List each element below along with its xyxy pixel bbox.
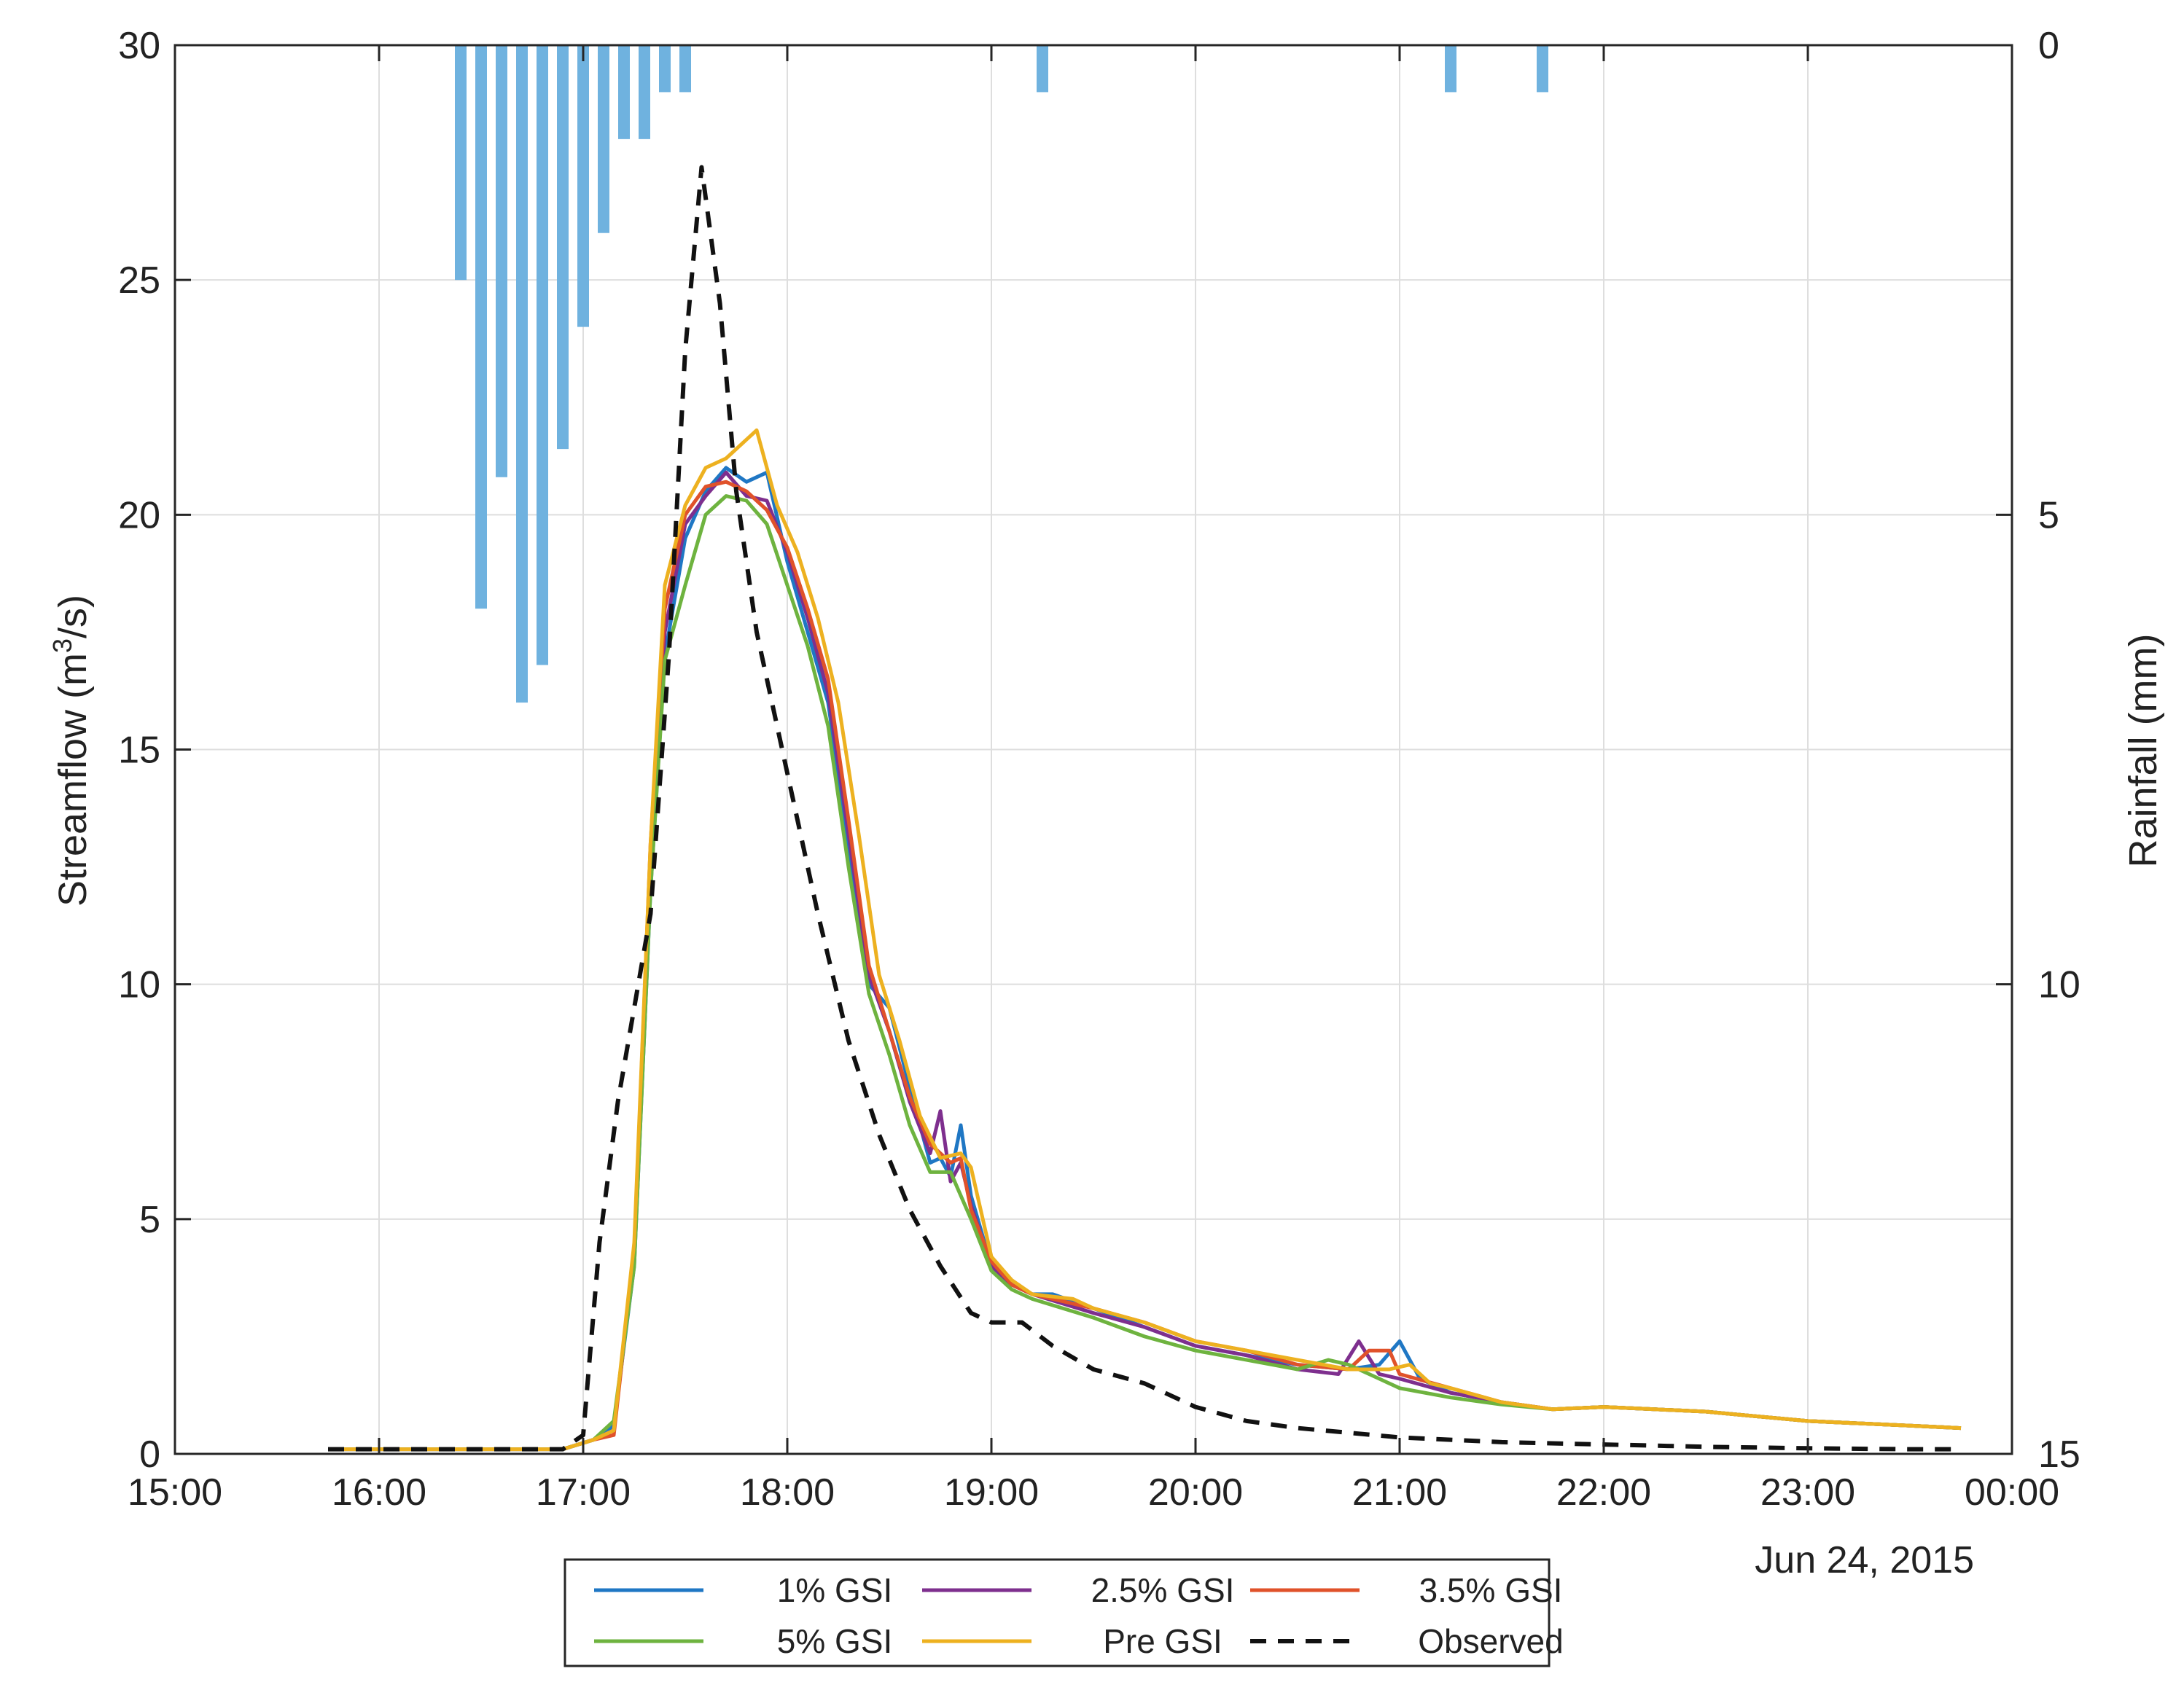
rainfall-bar (475, 45, 487, 609)
rainfall-bar (557, 45, 569, 450)
y2-tick-label: 5 (2038, 494, 2059, 536)
legend-label: Pre GSI (1103, 1622, 1222, 1660)
streamflow-lines (328, 165, 1962, 1452)
y-tick-label: 10 (118, 964, 160, 1006)
x-tick-label: 21:00 (1352, 1471, 1447, 1514)
legend-label: 1% GSI (777, 1571, 893, 1609)
y2-axis-title: Rainfall (mm) (2121, 633, 2165, 867)
x-tick-label: 16:00 (332, 1471, 426, 1514)
rainfall-bar (639, 45, 650, 139)
rainfall-bar (516, 45, 528, 703)
y-axis-title-main: Streamflow (m (51, 653, 95, 907)
y-tick-label: 5 (139, 1199, 160, 1241)
y-axis-title: Streamflow (m3/s) (47, 595, 95, 907)
tick-marks (173, 44, 2013, 1455)
rainfall-bar (598, 45, 609, 233)
x-tick-labels: 15:00 16:00 17:00 18:00 19:00 20:00 21:00 22:00… (128, 1471, 2059, 1514)
x-tick-label: 22:00 (1556, 1471, 1651, 1514)
grid (175, 45, 2012, 1454)
x-tick-label: 18:00 (740, 1471, 835, 1514)
x-tick-label: 15:00 (128, 1471, 222, 1514)
rainfall-bar (659, 45, 671, 93)
y-tick-label: 0 (139, 1433, 160, 1476)
rainfall-bar (618, 45, 630, 139)
rainfall-bar (496, 45, 507, 477)
y-tick-label: 30 (118, 25, 160, 67)
y-tick-label: 25 (118, 259, 160, 302)
x-tick-label: 00:00 (1965, 1471, 2059, 1514)
legend-label: 3.5% GSI (1419, 1571, 1563, 1609)
y-tick-label: 20 (118, 494, 160, 536)
x-tick-label: 19:00 (944, 1471, 1039, 1514)
series-line (328, 428, 1962, 1452)
rainfall-bar (1037, 45, 1048, 93)
y2-tick-label: 15 (2038, 1433, 2080, 1476)
y-axis-title-tail: /s) (51, 595, 95, 638)
rainfall-bar (577, 45, 589, 327)
rainfall-bar (455, 45, 467, 281)
x-tick-label: 17:00 (536, 1471, 631, 1514)
rainfall-bar (1445, 45, 1456, 93)
rainfall-bars (455, 45, 1548, 703)
x-tick-label: 20:00 (1148, 1471, 1243, 1514)
series-line (328, 165, 1961, 1452)
legend: 1% GSI 2.5% GSI 3.5% GSI 5% GSI Pre GSI Obser… (563, 1558, 1564, 1667)
x-date-label: Jun 24, 2015 (1755, 1539, 1974, 1581)
y-tick-label: 15 (118, 729, 160, 772)
y-axis-title-sup: 3 (47, 638, 77, 653)
y2-tick-labels: 0 5 10 15 (2038, 25, 2080, 1476)
rainfall-bar (1537, 45, 1548, 93)
rainfall-bar (679, 45, 691, 93)
legend-label: 2.5% GSI (1091, 1571, 1235, 1609)
y2-tick-label: 10 (2038, 964, 2080, 1006)
legend-box (563, 1558, 1551, 1667)
y-tick-labels: 0 5 10 15 20 25 30 (118, 25, 160, 1476)
rainfall-bar (537, 45, 548, 665)
y2-tick-label: 0 (2038, 25, 2059, 67)
legend-label: 5% GSI (777, 1622, 893, 1660)
x-tick-label: 23:00 (1760, 1471, 1855, 1514)
legend-label: Observed (1418, 1622, 1563, 1660)
